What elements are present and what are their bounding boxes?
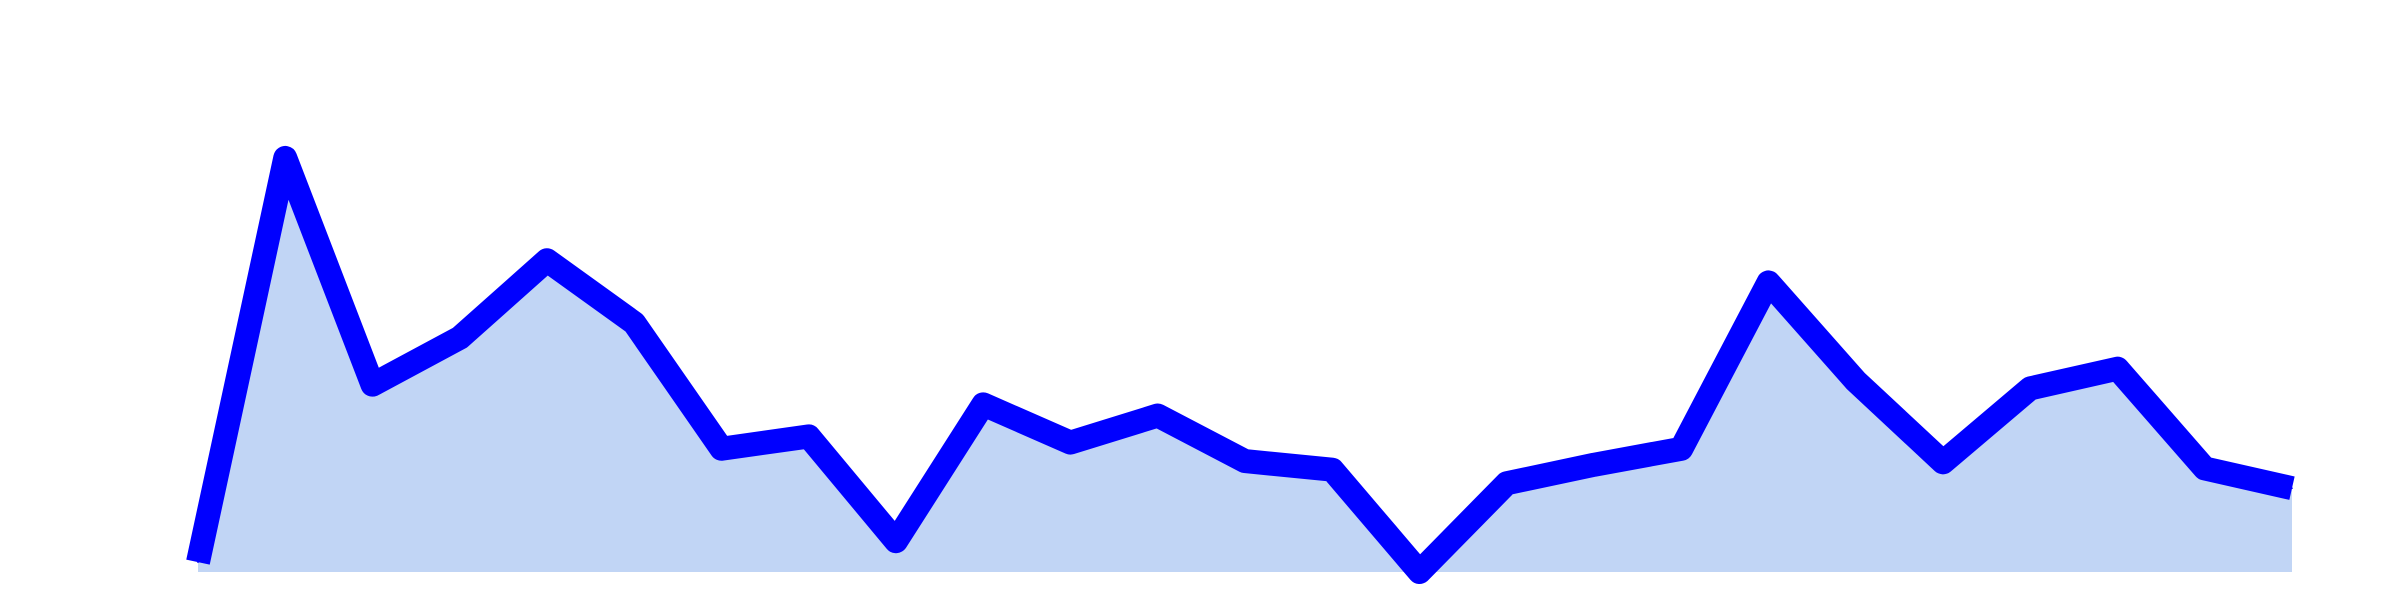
data-point [2291,487,2293,490]
data-point [633,322,636,324]
data-point [371,383,374,386]
data-point [1244,460,1246,462]
data-point [1680,447,1683,450]
data-point [1069,441,1072,444]
data-point [458,337,461,339]
data-point [1418,571,1421,573]
data-point [197,561,199,563]
data-point [720,447,723,450]
data-point [1593,463,1595,466]
data-point [1331,468,1334,471]
data-point [1156,414,1159,417]
data-point [546,259,548,262]
data-point [2116,367,2119,370]
data-point [1942,461,1944,464]
data-point [2029,387,2032,390]
data-point [284,157,287,159]
data-point [807,435,810,438]
data-point [2203,467,2206,470]
area-layer [198,157,2292,572]
data-point [895,540,897,542]
data-point [982,403,985,406]
point-layer [197,157,2293,573]
data-point [1767,281,1770,284]
data-point [1505,482,1508,485]
area-fill [198,157,2292,572]
data-point [1854,380,1857,382]
